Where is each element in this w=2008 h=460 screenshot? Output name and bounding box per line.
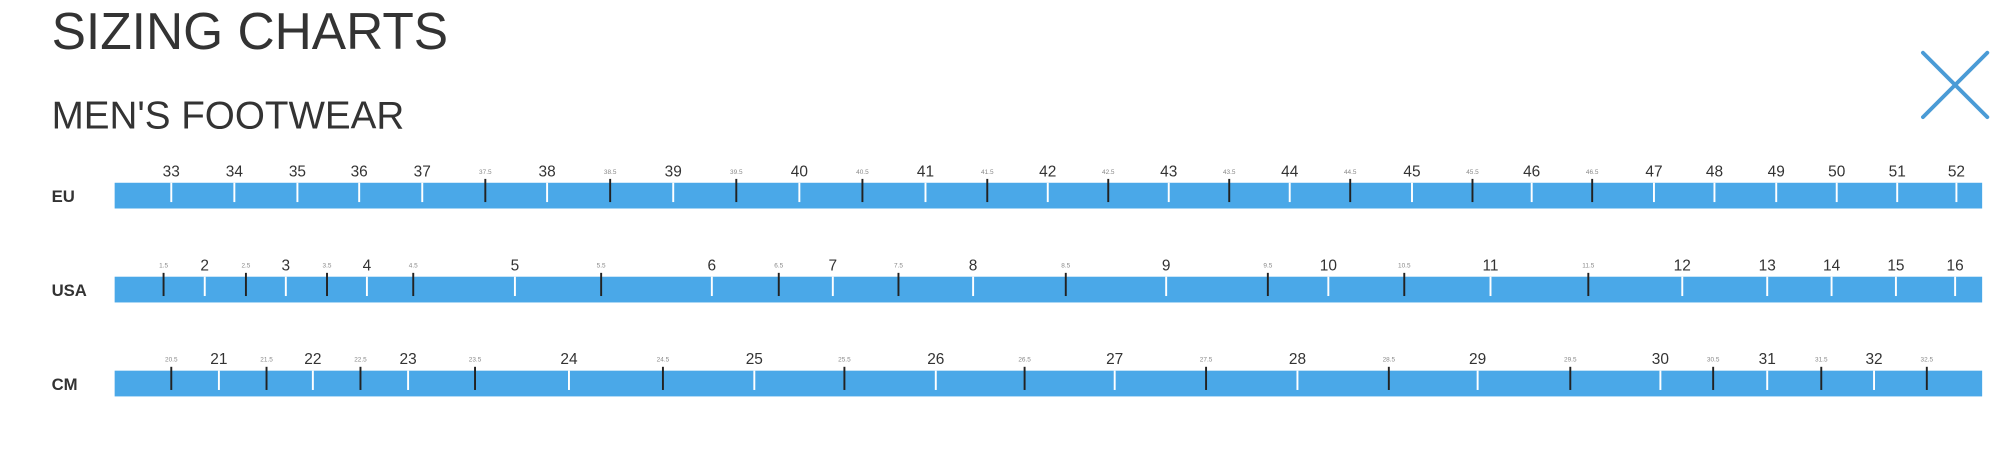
half-size-label: 27.5 [1200,357,1213,364]
half-size-label: 38.5 [604,169,617,176]
size-label: 38 [539,163,556,180]
size-label: 11 [1482,257,1498,274]
half-size-label: 20.5 [165,357,178,364]
size-label: 43 [1160,163,1177,180]
half-size-label: 26.5 [1018,357,1031,364]
half-size-label: 5.5 [597,263,606,270]
size-label: 48 [1706,163,1723,180]
close-button[interactable] [1921,50,1990,120]
size-label: 26 [927,351,944,368]
size-label: 36 [351,163,368,180]
size-label: 13 [1759,257,1776,274]
size-label: 6 [708,257,717,274]
section-title: MEN'S FOOTWEAR [52,95,405,138]
half-size-label: 2.5 [241,263,250,270]
size-label: 14 [1823,257,1841,274]
size-label: 28 [1289,351,1306,368]
half-size-label: 30.5 [1707,357,1720,364]
size-label: 52 [1948,163,1965,180]
size-label: 44 [1281,163,1299,180]
size-label: 3 [282,257,291,274]
size-label: 27 [1106,351,1123,368]
half-size-label: 4.5 [409,263,418,270]
size-label: 40 [791,163,808,180]
size-label: 41 [917,163,934,180]
half-size-label: 43.5 [1223,169,1236,176]
half-size-label: 22.5 [354,357,367,364]
size-label: 5 [511,257,520,274]
size-label: 15 [1887,257,1904,274]
size-label: 33 [163,163,180,180]
half-size-label: 25.5 [838,357,851,364]
size-label: 25 [746,351,763,368]
size-label: 31 [1759,351,1776,368]
half-size-label: 40.5 [856,169,869,176]
half-size-label: 32.5 [1921,357,1934,364]
size-label: 2 [200,257,209,274]
size-label: 29 [1469,351,1486,368]
size-label: 7 [829,257,838,274]
half-size-label: 7.5 [894,263,903,270]
size-label: 46 [1523,163,1540,180]
half-size-label: 42.5 [1102,169,1115,176]
size-label: 39 [665,163,682,180]
size-label: 23 [400,351,417,368]
half-size-label: 8.5 [1061,263,1070,270]
size-label: 49 [1768,163,1785,180]
half-size-label: 46.5 [1586,169,1599,176]
scale-label: USA [52,281,87,300]
half-size-label: 45.5 [1466,169,1479,176]
size-label: 8 [969,257,978,274]
half-size-label: 23.5 [469,357,482,364]
half-size-label: 21.5 [260,357,273,364]
close-icon-stroke[interactable] [1921,50,1990,120]
scale-label: CM [52,375,78,394]
half-size-label: 10.5 [1398,263,1411,270]
size-label: 22 [304,351,321,368]
size-label: 16 [1947,257,1964,274]
half-size-label: 1.5 [159,263,168,270]
size-label: 32 [1865,351,1882,368]
half-size-label: 39.5 [730,169,743,176]
half-size-label: 9.5 [1263,263,1272,270]
size-label: 35 [289,163,306,180]
size-label: 37 [414,163,431,180]
half-size-label: 24.5 [657,357,670,364]
size-label: 45 [1403,163,1420,180]
size-label: 10 [1320,257,1337,274]
scale-bar [114,370,1983,397]
size-label: 24 [560,351,578,368]
half-size-label: 3.5 [323,263,332,270]
half-size-label: 41.5 [981,169,994,176]
page-title: SIZING CHARTS [52,2,449,60]
size-label: 34 [226,163,244,180]
size-label: 50 [1828,163,1845,180]
half-size-label: 11.5 [1582,263,1594,270]
size-label: 51 [1889,163,1906,180]
size-label: 12 [1674,257,1691,274]
size-label: 47 [1645,163,1662,180]
half-size-label: 28.5 [1383,357,1396,364]
half-size-label: 6.5 [774,263,783,270]
half-size-label: 37.5 [479,169,492,176]
scale-bar [114,276,1983,303]
scale-label: EU [52,187,75,206]
half-size-label: 29.5 [1564,357,1577,364]
half-size-label: 31.5 [1815,357,1828,364]
size-label: 4 [363,257,372,274]
size-label: 9 [1162,257,1171,274]
size-label: 30 [1652,351,1669,368]
size-label: 21 [210,351,227,368]
size-label: 42 [1039,163,1056,180]
half-size-label: 44.5 [1344,169,1357,176]
